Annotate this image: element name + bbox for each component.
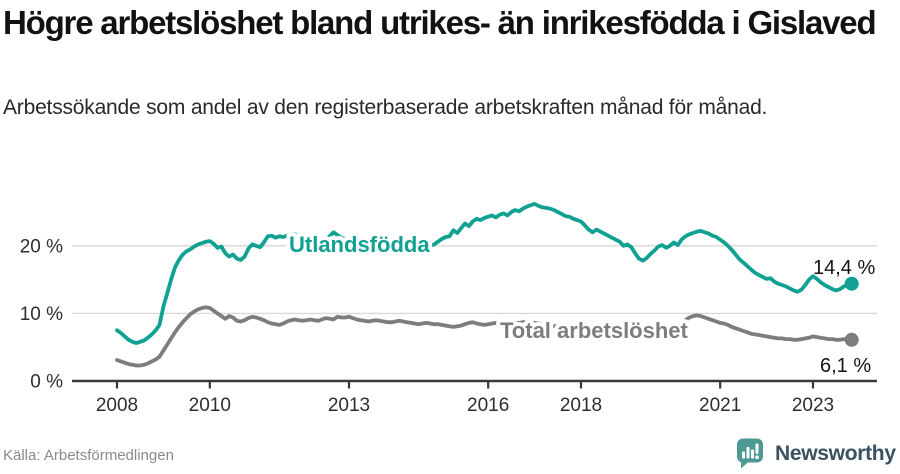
source-note: Källa: Arbetsförmedlingen xyxy=(3,447,174,464)
series-end-value-utlandsfodda: 14,4 % xyxy=(813,257,875,279)
series-end-value-total-arbetsloshet: 6,1 % xyxy=(820,355,871,377)
page-title: Högre arbetslöshet bland utrikes- än inr… xyxy=(3,4,877,41)
y-tick-label-20: 20 % xyxy=(20,236,63,257)
newsworthy-brand: Newsworthy xyxy=(735,437,896,471)
x-tick-label-2008: 2008 xyxy=(96,395,138,416)
logo-bar-medium xyxy=(751,449,754,459)
logo-bar-small xyxy=(742,451,745,459)
series-line-utlandsfodda xyxy=(115,201,854,346)
logo-exclamation-stem xyxy=(755,443,759,454)
y-tick-label-0: 0 % xyxy=(30,372,63,393)
series-label-total-arbetsloshet: Total arbetslöshet xyxy=(500,318,689,343)
page-subtitle: Arbetssökande som andel av den registerb… xyxy=(3,96,768,119)
newsworthy-logo-icon xyxy=(737,438,763,469)
x-tick-label-2018: 2018 xyxy=(560,395,602,416)
series-end-dot-total-arbetsloshet xyxy=(844,332,859,347)
logo-bubble-tail xyxy=(741,459,751,469)
x-tick-label-2010: 2010 xyxy=(189,395,231,416)
x-tick-label-2021: 2021 xyxy=(699,395,741,416)
brand-name: Newsworthy xyxy=(775,442,896,465)
x-tick-label-2023: 2023 xyxy=(792,395,834,416)
series-label-utlandsfodda: Utlandsfödda xyxy=(289,232,430,257)
x-tick-label-2016: 2016 xyxy=(467,395,509,416)
series-line-total-arbetsloshet xyxy=(115,305,854,368)
logo-exclamation-dot xyxy=(755,455,759,459)
line-chart: 2008 2010 2013 2016 2018 2021 2023 0 % 10 % 20 % U… xyxy=(20,201,877,416)
logo-bubble-shape xyxy=(737,438,763,463)
series-end-dot-utlandsfodda xyxy=(844,276,859,291)
y-tick-label-10: 10 % xyxy=(20,304,63,325)
x-tick-label-2013: 2013 xyxy=(328,395,370,416)
logo-bar-tall xyxy=(746,447,750,459)
